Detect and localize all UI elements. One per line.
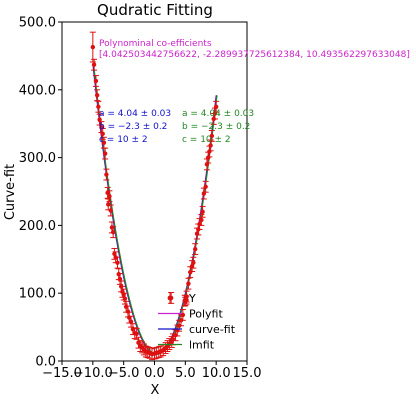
legend: Y Polyfit curve-fit lmfit [158,292,236,352]
polyfit-annotation-heading: Polynominal co-efficients [99,39,212,49]
data-point [96,104,101,109]
data-point [90,44,96,50]
legend-label: Polyfit [189,308,223,321]
data-point [91,62,97,67]
data-point [93,78,99,84]
data-point [110,229,116,235]
data-point [191,260,196,265]
data-point [193,246,198,252]
y-axis: 0.0 100.0 200.0 300.0 400.0 500.0 [19,16,62,370]
x-tick-label: 10.0 [202,366,231,381]
data-point [122,296,128,301]
y-tick-label: 200.0 [19,219,56,234]
legend-y-marker [167,295,173,301]
x-tick-label: 0.0 [144,366,165,381]
plot-area [89,31,220,361]
data-point [203,184,208,189]
data-point [128,319,134,324]
chart-title: Qudratic Fitting [97,1,213,19]
y-tick-label: 400.0 [19,83,56,98]
legend-label: curve-fit [189,323,236,336]
legend-label: Y [188,292,196,305]
x-tick-label: 5.0 [175,366,196,381]
x-tick-label: −5.0 [108,366,140,381]
polyfit-annotation-coefficients: [4.042503442756622, -2.289937725612384, … [99,50,410,60]
y-axis-label: Curve-fit [3,164,18,220]
data-point [186,281,191,286]
lmfit-annotation-c: c = 10 ± 2 [182,135,231,145]
lmfit-annotation-a: a = 4.04 ± 0.03 [182,109,254,119]
y-tick-label: 500.0 [19,16,56,31]
data-point [208,143,213,148]
data-point [101,140,107,145]
data-point [213,104,219,109]
data-point [106,202,111,207]
legend-label: lmfit [189,339,215,352]
x-tick-label: −10.0 [73,366,113,381]
x-tick-label: 15.0 [233,366,262,381]
y-tick-label: 300.0 [19,151,56,166]
curvefit-annotation-a: a = 4.04 ± 0.03 [99,109,171,119]
curvefit-annotation-c: c = 10 ± 2 [99,135,148,145]
data-point [104,172,109,177]
data-point [115,260,120,265]
y-tick-label: 100.0 [19,287,56,302]
x-axis-label: X [151,383,160,398]
data-point [117,276,123,282]
data-point [100,131,105,137]
data-point [209,133,215,139]
data-point [184,297,189,303]
data-point [102,151,108,156]
data-point [107,194,112,199]
data-point [134,331,139,337]
x-axis: −15.0−10.0−5.0 0.0 5.0 10.0 15.0 [42,361,261,381]
data-point [94,93,100,98]
data-point [199,217,204,223]
lmfit-annotation-b: b = −2.3 ± 0.2 [182,122,250,132]
data-point [105,190,110,196]
data-point [200,209,205,215]
data-point [97,117,102,122]
y-tick-label: 0.0 [35,355,56,370]
data-point [108,208,113,213]
curvefit-annotation-b: b = −2.3 ± 0.2 [99,122,167,132]
x-tick-label: −15.0 [42,366,82,381]
